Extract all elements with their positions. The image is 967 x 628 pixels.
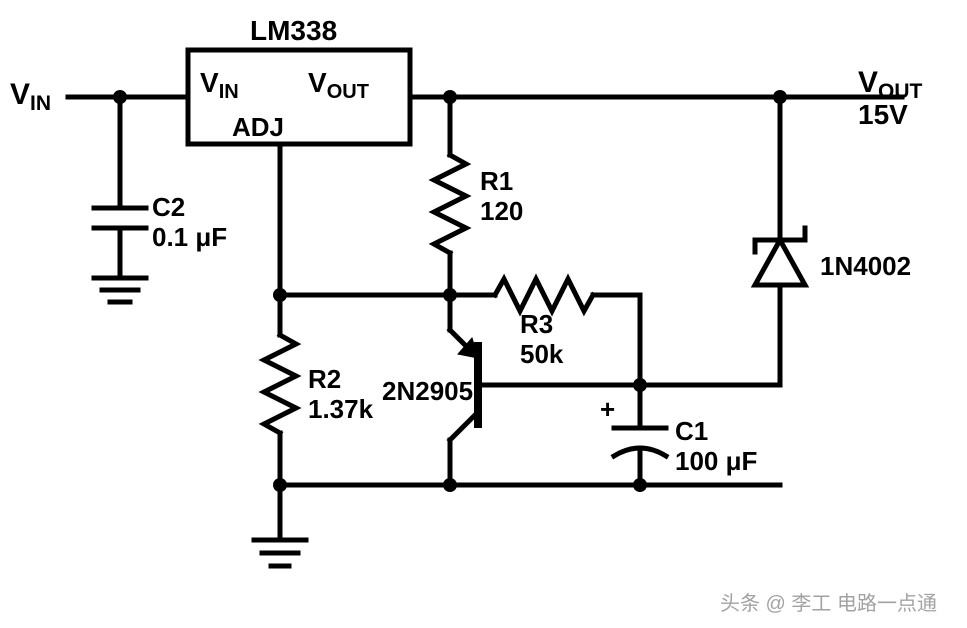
c2-val: 0.1 μF: [152, 222, 227, 252]
watermark: 头条 @ 李工 电路一点通: [720, 592, 937, 615]
r1-ref: R1: [480, 166, 513, 196]
r2-val: 1.37k: [308, 394, 374, 424]
vout-value-label: 15V: [858, 99, 908, 130]
r2-ref: R2: [308, 364, 341, 394]
c1-ref: C1: [675, 416, 708, 446]
schematic-diagram: LM338 VIN VOUT ADJ VIN VOUT 15V C2 0.1 μ…: [0, 0, 967, 628]
r3-ref: R3: [520, 309, 553, 339]
q1-ref-2: 2N2905: [382, 376, 473, 406]
r3-val: 50k: [520, 339, 564, 369]
c1-val: 100 μF: [675, 446, 757, 476]
ic-part-label: LM338: [250, 15, 337, 46]
ic-adj-label: ADJ: [232, 112, 284, 142]
c1-plus: +: [600, 394, 615, 424]
r1-val: 120: [480, 196, 523, 226]
c2-ref: C2: [152, 192, 185, 222]
d1-ref: 1N4002: [820, 251, 911, 281]
